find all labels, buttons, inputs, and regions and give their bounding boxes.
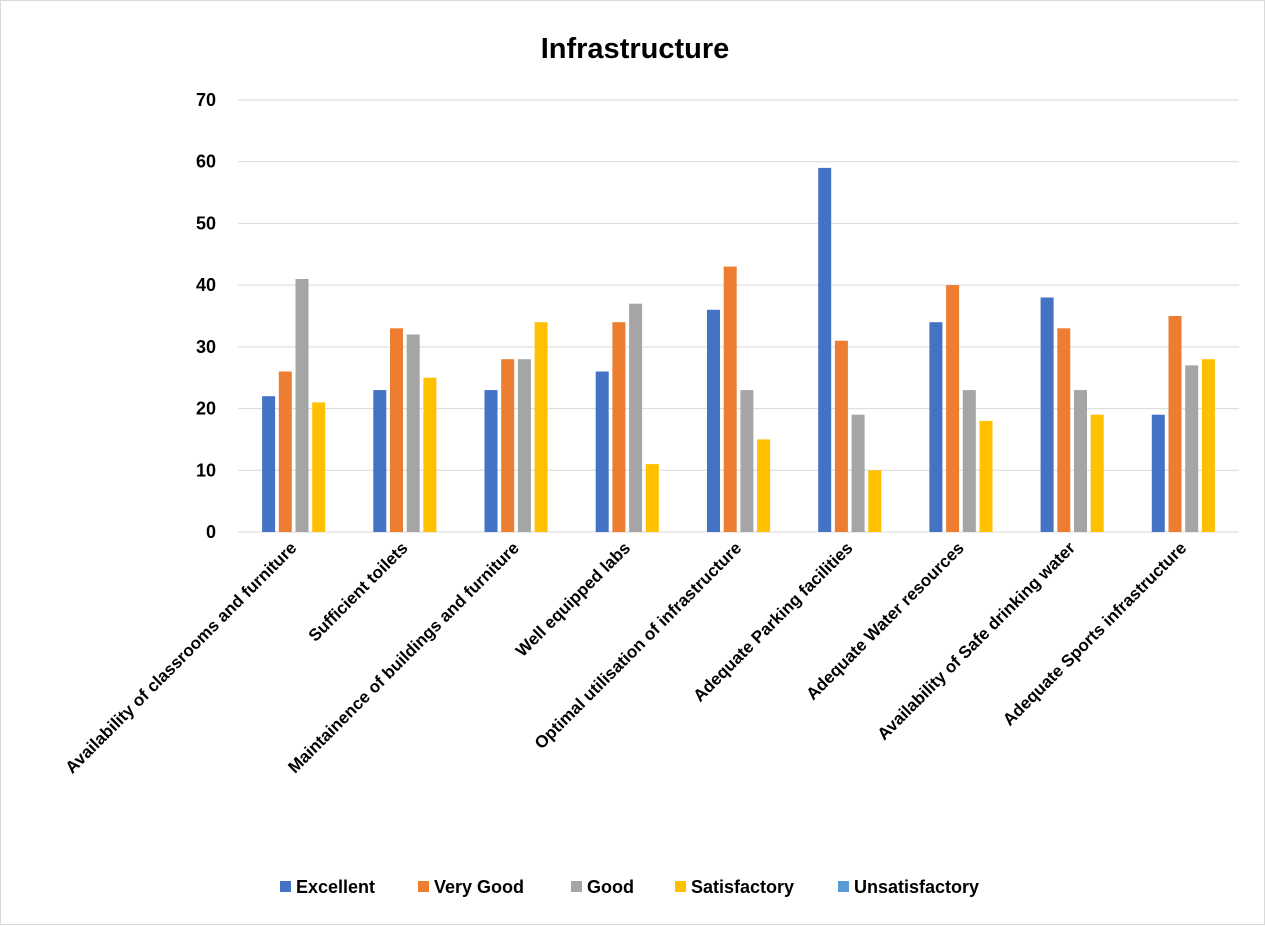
- x-tick-label: Adequate Sports infrastructure: [999, 538, 1190, 729]
- bar-very-good: [946, 285, 960, 532]
- bar-excellent: [929, 322, 943, 532]
- bars: [262, 167, 1215, 532]
- bar-good: [1074, 390, 1087, 532]
- x-tick-label: Maintainence of buildings and furniture: [284, 538, 523, 777]
- bar-satisfactory: [645, 464, 659, 532]
- bar-very-good: [723, 266, 737, 532]
- bar-satisfactory: [1201, 359, 1215, 532]
- bar-satisfactory: [1090, 414, 1104, 532]
- y-tick-label: 50: [196, 213, 216, 233]
- x-tick-label: Optimal utilisation of infrastructure: [531, 538, 745, 752]
- y-tick-label: 30: [196, 337, 216, 357]
- x-tick-label: Sufficient toilets: [305, 538, 412, 645]
- bar-very-good: [501, 359, 515, 532]
- legend-swatch: [675, 881, 686, 892]
- bar-very-good: [390, 328, 403, 532]
- chart-title: Infrastructure: [541, 33, 730, 65]
- gridlines: [238, 99, 1239, 533]
- y-tick-label: 10: [196, 460, 216, 480]
- y-tick-label: 20: [196, 399, 216, 419]
- legend-label: Good: [587, 877, 634, 897]
- bar-good: [629, 303, 643, 532]
- bar-good: [740, 390, 754, 532]
- bar-excellent: [373, 390, 387, 532]
- x-axis-ticks: Availability of classrooms and furniture…: [62, 538, 1191, 777]
- legend-label: Excellent: [296, 877, 375, 897]
- y-tick-label: 60: [196, 152, 216, 172]
- legend-swatch: [280, 881, 291, 892]
- bar-satisfactory: [868, 470, 882, 532]
- bar-very-good: [1168, 316, 1182, 532]
- bar-excellent: [707, 309, 720, 532]
- x-tick-label: Availability of classrooms and furniture: [62, 538, 301, 777]
- bar-good: [406, 334, 420, 532]
- legend: Excellent Very Good Good Satisfactory Unsati…: [280, 877, 979, 897]
- bar-good: [962, 390, 976, 532]
- bar-very-good: [278, 371, 292, 532]
- bar-satisfactory: [312, 402, 326, 532]
- legend-label: Satisfactory: [691, 877, 794, 897]
- y-axis-ticks: 0 10 20 30 40 50 60 70: [196, 90, 216, 542]
- bar-good: [517, 359, 531, 532]
- bar-excellent: [1040, 297, 1054, 532]
- bar-satisfactory: [423, 377, 437, 532]
- bar-very-good: [612, 322, 626, 532]
- bar-very-good: [834, 340, 848, 532]
- bar-excellent: [484, 390, 498, 532]
- bar-satisfactory: [534, 322, 548, 532]
- legend-swatch: [571, 881, 582, 892]
- legend-label: Unsatisfactory: [854, 877, 979, 897]
- bar-good: [295, 279, 309, 532]
- bar-very-good: [1057, 328, 1071, 532]
- legend-swatch: [838, 881, 849, 892]
- bar-excellent: [818, 167, 832, 532]
- legend-swatch: [418, 881, 429, 892]
- y-tick-label: 0: [206, 522, 216, 542]
- bar-satisfactory: [979, 420, 993, 532]
- y-tick-label: 70: [196, 90, 216, 110]
- legend-label: Very Good: [434, 877, 524, 897]
- bar-excellent: [595, 371, 609, 532]
- y-tick-label: 40: [196, 275, 216, 295]
- x-tick-label: Availability of Safe drinking water: [874, 538, 1080, 744]
- bar-good: [1185, 365, 1199, 532]
- bar-excellent: [262, 396, 276, 532]
- bar-excellent: [1151, 414, 1165, 532]
- bar-good: [851, 414, 865, 532]
- bar-satisfactory: [757, 439, 771, 532]
- x-tick-label: Well equipped labs: [512, 538, 634, 660]
